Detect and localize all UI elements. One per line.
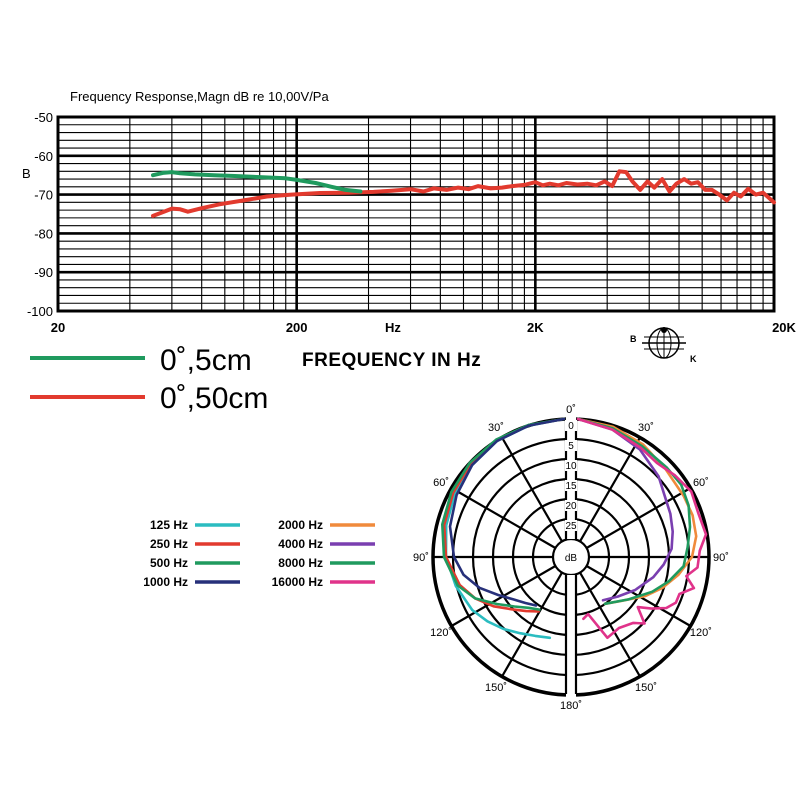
chart-title: Frequency Response,Magn dB re 10,00V/Pa <box>70 89 329 104</box>
logo-letter-right: K <box>690 354 697 364</box>
polar-unit-label: dB <box>565 553 578 564</box>
polar-gap-bottom <box>566 575 576 701</box>
y-tick-label: -90 <box>34 265 53 280</box>
polar-spoke <box>579 572 641 678</box>
polar-legend-label: 8000 Hz <box>278 556 323 570</box>
x-tick-label: 20K <box>772 320 796 335</box>
polar-angle-label: 60˚ <box>693 477 709 489</box>
polar-angle-label: 120˚ <box>690 627 712 639</box>
frequency-series <box>151 169 776 218</box>
polar-angle-label: 180˚ <box>560 700 582 712</box>
polar-spoke <box>579 436 641 542</box>
polar-ring-label: 20 <box>565 501 577 512</box>
x-tick-label: 2K <box>527 320 544 335</box>
legend-label-near: 0˚,5cm <box>160 344 252 377</box>
y-axis-label: B <box>22 166 31 181</box>
polar-angle-label: 90˚ <box>413 552 429 564</box>
polar-spoke <box>501 436 563 542</box>
plot-frame <box>56 115 776 313</box>
polar-angle-label: 150˚ <box>485 682 507 694</box>
polar-ring-label: 15 <box>565 481 577 492</box>
polar-ring-label: 5 <box>568 441 574 452</box>
logo-letter-left: B <box>630 334 637 344</box>
polar-spoke <box>450 487 556 549</box>
polar-angle-label: 90˚ <box>713 552 729 564</box>
polar-series <box>440 417 708 640</box>
x-unit-label: Hz <box>385 320 401 335</box>
polar-ring-label: 0 <box>568 421 574 432</box>
y-tick-label: -50 <box>34 110 53 125</box>
polar-grid <box>431 415 711 701</box>
polar-legend-label: 250 Hz <box>150 537 188 551</box>
polar-curve-4000-hz <box>576 417 675 602</box>
x-tick-labels: 20 200 2K 20K <box>51 320 797 335</box>
y-tick-label: -60 <box>34 149 53 164</box>
polar-legend: 125 Hz 250 Hz 500 Hz 1000 Hz 2000 Hz 4000 Hz 8… <box>143 518 375 589</box>
polar-angle-label: 120˚ <box>430 627 452 639</box>
polar-angle-label: 30˚ <box>638 422 654 434</box>
legend-label-far: 0˚,50cm <box>160 382 268 415</box>
polar-legend-label: 125 Hz <box>150 518 188 532</box>
polar-angle-label: 30˚ <box>488 422 504 434</box>
polar-legend-label: 2000 Hz <box>278 518 323 532</box>
polar-spoke <box>501 572 563 678</box>
polar-angle-label: 150˚ <box>635 682 657 694</box>
polar-legend-label: 500 Hz <box>150 556 188 570</box>
frequency-grid <box>56 115 774 313</box>
x-tick-label: 200 <box>286 320 308 335</box>
polar-legend-label: 1000 Hz <box>143 575 188 589</box>
x-tick-label: 20 <box>51 320 65 335</box>
series-line-far <box>151 169 776 218</box>
series-line-near <box>151 170 363 194</box>
brand-logo: B K <box>630 327 697 364</box>
polar-ring-label: 25 <box>565 521 577 532</box>
polar-pattern-chart: 0˚ 30˚ 60˚ 90˚ 120˚ 150˚ 180˚ 30˚ 60˚ 90˚ 120˚ 150˚… <box>413 404 729 712</box>
polar-legend-label: 4000 Hz <box>278 537 323 551</box>
polar-curve-500-hz <box>440 417 566 611</box>
polar-ring-label: 10 <box>565 461 577 472</box>
polar-curve-8000-hz <box>576 417 692 606</box>
polar-legend-label: 16000 Hz <box>272 575 323 589</box>
x-axis-label: FREQUENCY IN Hz <box>302 350 481 371</box>
y-tick-labels: -50 -60 -70 -80 -90 -100 <box>27 110 53 319</box>
y-tick-label: -80 <box>34 226 53 241</box>
y-tick-label: -100 <box>27 304 53 319</box>
series-legend: 0˚,5cm 0˚,50cm FREQUENCY IN Hz <box>30 344 481 415</box>
polar-curve-2000-hz <box>576 417 698 606</box>
frequency-response-chart: Frequency Response,Magn dB re 10,00V/Pa … <box>22 89 797 335</box>
polar-curve-16000-hz <box>576 417 708 640</box>
polar-curve-1000-hz <box>448 417 566 607</box>
polar-labels: 0˚ 30˚ 60˚ 90˚ 120˚ 150˚ 180˚ 30˚ 60˚ 90˚ 120˚ 150˚… <box>413 404 729 712</box>
polar-angle-label: 0˚ <box>566 404 576 416</box>
polar-angle-label: 60˚ <box>433 477 449 489</box>
polar-spoke <box>586 487 692 549</box>
polar-gap-top <box>566 415 576 539</box>
y-tick-label: -70 <box>34 188 53 203</box>
